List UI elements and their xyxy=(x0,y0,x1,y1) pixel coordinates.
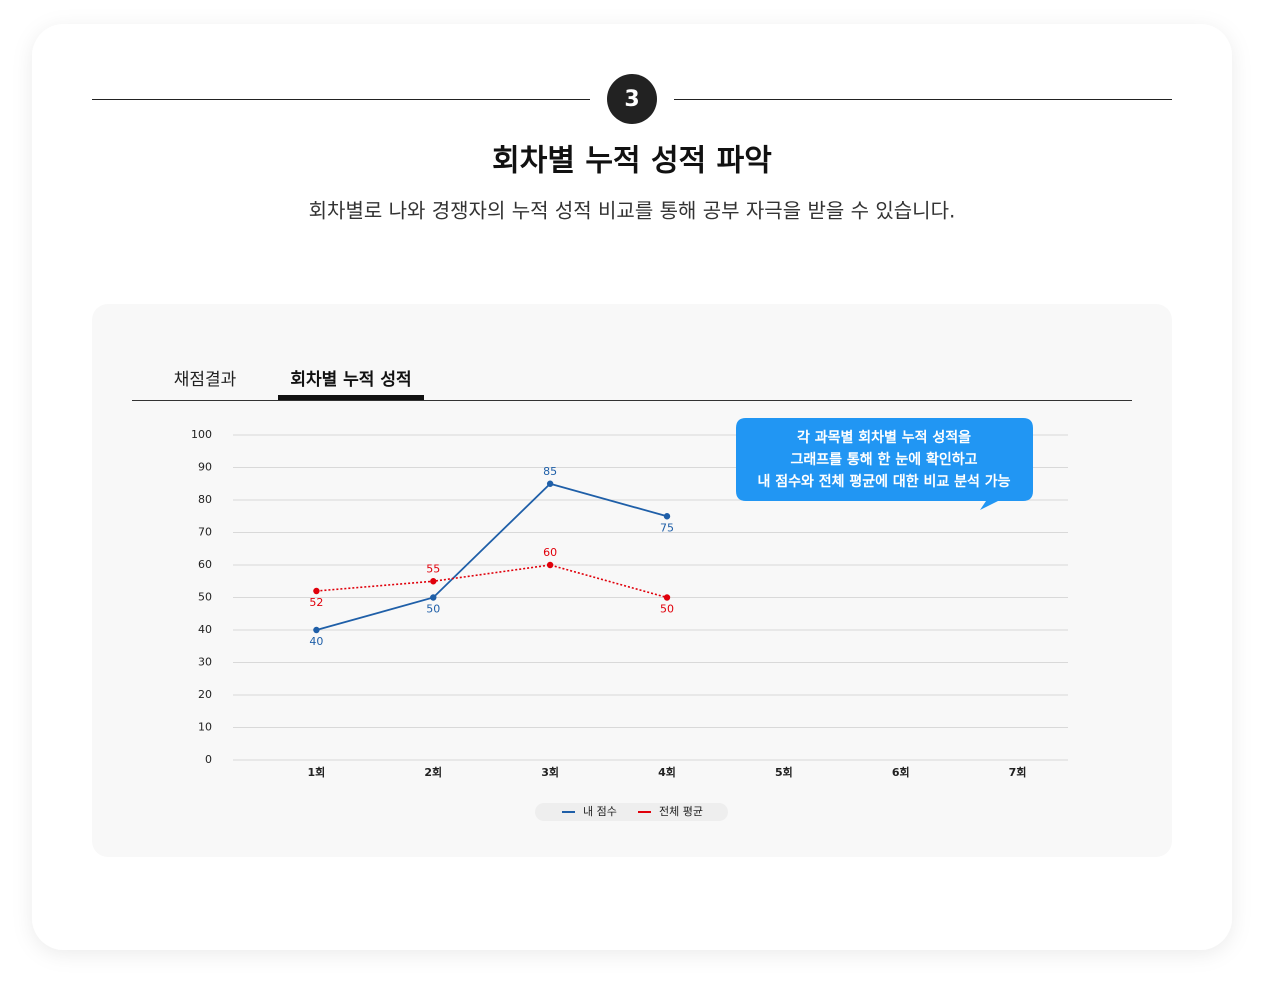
y-tick-label: 50 xyxy=(198,591,212,604)
point xyxy=(546,561,554,569)
y-tick-label: 60 xyxy=(198,558,212,571)
callout-text: 각 과목별 회차별 누적 성적을 xyxy=(797,429,971,446)
y-tick-label: 90 xyxy=(198,461,212,474)
data-label: 40 xyxy=(309,635,323,648)
data-label: 50 xyxy=(426,603,440,616)
y-tick-label: 20 xyxy=(198,688,212,701)
step-badge xyxy=(607,74,657,124)
x-tick-label: 7회 xyxy=(1009,765,1027,779)
y-tick-label: 10 xyxy=(198,721,212,734)
section-title: 회차별 누적 성적 파악 xyxy=(492,144,772,179)
callout-text: 내 점수와 전체 평균에 대한 비교 분석 가능 xyxy=(757,473,1010,490)
step-number: 3 xyxy=(624,87,639,112)
point xyxy=(430,578,437,585)
point xyxy=(313,587,320,595)
y-tick-label: 0 xyxy=(205,753,212,766)
data-label: 75 xyxy=(660,521,674,534)
x-tick-label: 4회 xyxy=(658,765,676,779)
y-tick-label: 40 xyxy=(198,623,212,636)
section-subtitle: 회차별로 나와 경쟁자의 누적 성적 비교를 통해 공부 자극을 받을 수 있습… xyxy=(309,199,956,223)
callout-text: 그래프를 통해 한 눈에 확인하고 xyxy=(791,451,978,468)
callout xyxy=(736,418,1033,510)
data-label: 50 xyxy=(660,603,674,616)
data-label: 60 xyxy=(543,546,557,559)
tab-underline xyxy=(278,395,424,400)
y-tick-label: 30 xyxy=(198,656,212,669)
data-label: 55 xyxy=(426,562,440,575)
y-tick-label: 100 xyxy=(191,428,212,441)
point xyxy=(663,513,671,520)
x-tick-label: 3회 xyxy=(541,765,559,779)
y-tick-label: 70 xyxy=(198,526,212,539)
legend-box xyxy=(535,803,728,821)
x-tick-label: 5회 xyxy=(775,765,793,779)
tab[interactable]: 채점결과 xyxy=(174,370,237,390)
point xyxy=(546,480,554,487)
y-tick-label: 80 xyxy=(198,493,212,506)
x-tick-label: 1회 xyxy=(308,765,326,779)
point xyxy=(663,594,671,601)
data-label: 52 xyxy=(309,596,323,609)
tab-active[interactable]: 회차별 누적 성적 xyxy=(290,370,411,390)
legend-label: 내 점수 xyxy=(583,805,617,818)
x-tick-label: 2회 xyxy=(424,765,442,779)
data-label: 85 xyxy=(543,465,557,478)
series-line xyxy=(316,482,668,631)
legend-label: 전체 평균 xyxy=(659,805,703,818)
point xyxy=(313,626,320,634)
x-tick-label: 6회 xyxy=(892,765,910,779)
point xyxy=(430,594,437,601)
series-line xyxy=(316,564,668,599)
